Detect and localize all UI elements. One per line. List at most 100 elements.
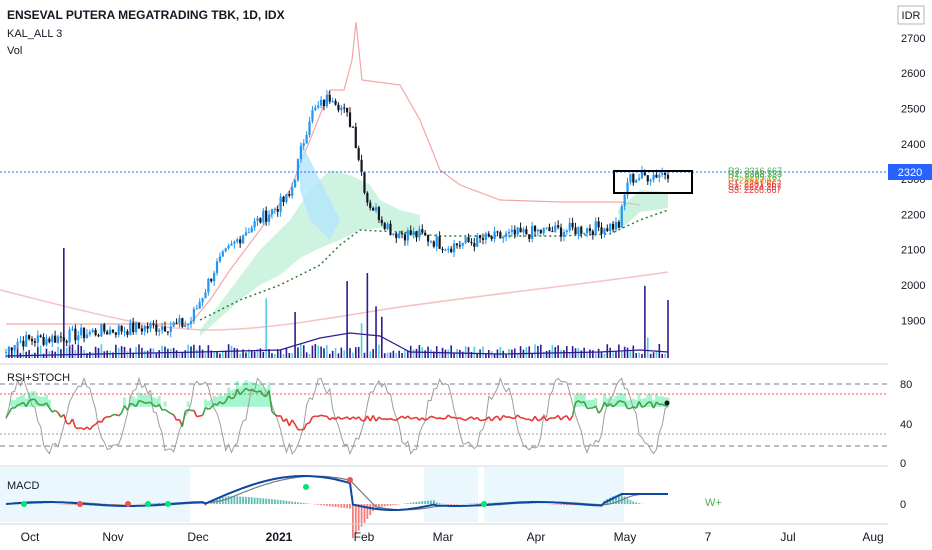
candle	[424, 230, 427, 237]
volume-bar	[395, 352, 398, 358]
volume-bar	[320, 346, 322, 358]
volume-bar	[132, 352, 134, 358]
candle	[487, 231, 490, 238]
volume-bar	[60, 349, 62, 358]
volume-bar	[574, 348, 577, 358]
candle	[542, 227, 545, 236]
candle	[187, 323, 190, 330]
candle	[204, 288, 207, 299]
volume-bar	[566, 346, 568, 358]
volume-bar	[519, 346, 522, 358]
candle	[253, 218, 256, 231]
macd-cross-dot	[77, 501, 83, 507]
volume-bar	[311, 345, 314, 358]
candle	[54, 330, 57, 343]
volume-bar	[378, 344, 380, 358]
candle	[28, 334, 31, 341]
volume-bar	[135, 346, 137, 358]
candle	[146, 322, 149, 334]
indicator-vol: Vol	[7, 45, 22, 57]
volume-bar	[372, 349, 374, 358]
candle	[120, 325, 123, 335]
candle	[82, 327, 86, 343]
volume-bar	[123, 346, 126, 358]
candle	[646, 175, 649, 186]
volume-bar	[516, 353, 519, 358]
volume-bar	[473, 346, 476, 358]
candle	[134, 321, 138, 335]
volume-bar	[193, 344, 195, 358]
candle	[302, 139, 305, 150]
time-axis[interactable]: Oct Nov Dec 2021 Feb Mar Apr May 7 Jul Aug	[21, 530, 884, 544]
volume-bar	[563, 350, 565, 358]
candle	[296, 158, 300, 182]
volume-bar	[323, 348, 325, 358]
time-label: Oct	[21, 530, 40, 544]
candle	[447, 246, 450, 254]
volume-bar	[268, 349, 270, 358]
volume-bar	[51, 350, 54, 358]
candle	[30, 336, 34, 346]
macd-pane[interactable]	[0, 467, 668, 539]
rsi-pane[interactable]	[0, 376, 888, 456]
candle	[317, 101, 320, 110]
volume-bar	[551, 344, 554, 358]
volume-bar	[600, 351, 603, 358]
candle	[288, 190, 291, 198]
macd-zone	[424, 467, 478, 522]
candle	[392, 233, 395, 237]
candle	[441, 246, 444, 254]
candle	[395, 231, 398, 244]
candle	[470, 238, 473, 246]
candle	[522, 226, 525, 238]
volume-bar	[271, 353, 273, 358]
volume-ma	[5, 332, 669, 357]
candle	[635, 179, 638, 183]
volume-bar	[279, 349, 282, 358]
volume-bar	[444, 349, 447, 358]
volume-bar	[386, 352, 389, 358]
time-label: Dec	[187, 530, 208, 544]
candle	[291, 182, 294, 199]
volume-bar	[253, 351, 256, 358]
price-tick: 2400	[901, 139, 925, 151]
candle	[568, 217, 571, 233]
candle	[201, 297, 204, 307]
candle	[490, 235, 493, 242]
candle	[140, 324, 143, 335]
candle	[403, 232, 407, 246]
candle	[276, 205, 279, 217]
volume-bar	[68, 345, 71, 358]
upper-band	[0, 21, 669, 331]
currency-box[interactable]	[897, 5, 925, 25]
volume-bar	[328, 353, 331, 358]
volume-bar	[580, 350, 583, 358]
candle	[574, 222, 577, 235]
volume-bar	[236, 348, 239, 358]
candle	[227, 243, 230, 250]
volume-bar	[542, 351, 545, 358]
candle	[149, 321, 152, 333]
volume-bar	[89, 351, 91, 358]
volume-bar	[334, 347, 337, 358]
candle	[22, 336, 25, 351]
volume-bar	[664, 353, 666, 358]
cloud	[200, 140, 668, 336]
macd-tick-0: 0	[900, 499, 906, 511]
volume-bar	[216, 351, 218, 358]
volume-bar	[276, 349, 279, 358]
candle	[603, 227, 606, 238]
current-price-label: 2320	[898, 167, 922, 179]
candle	[36, 330, 39, 348]
candle	[458, 240, 461, 249]
volume-bar	[94, 346, 97, 358]
candle	[389, 220, 392, 236]
candle	[111, 329, 115, 334]
candle	[348, 107, 352, 128]
candle	[184, 320, 187, 328]
candle	[357, 145, 360, 162]
volume-bar	[459, 349, 461, 358]
